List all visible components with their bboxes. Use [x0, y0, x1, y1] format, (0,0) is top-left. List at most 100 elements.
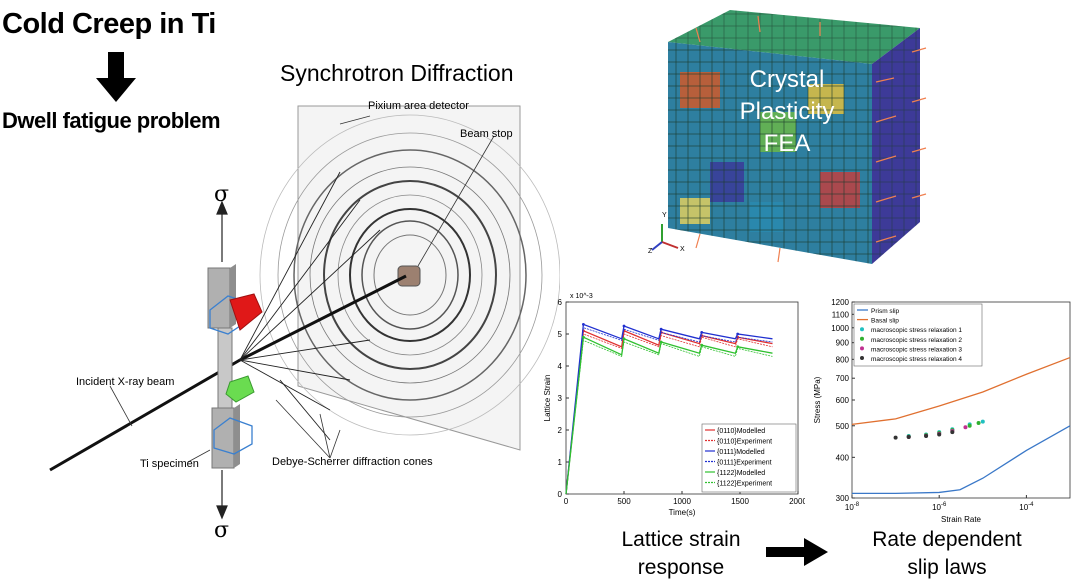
y-axis-label: Stress (MPa) — [813, 376, 822, 423]
legend-entry: Prism slip — [871, 308, 900, 315]
y-axis-label: Lattice Strain — [543, 375, 552, 422]
y-tick-label: 1 — [558, 458, 563, 467]
series-line-4 — [565, 327, 773, 495]
data-point — [736, 345, 740, 349]
exponent-label: x 10^-3 — [570, 293, 593, 300]
arrow-up-icon — [216, 200, 228, 215]
synchrotron-title: Synchrotron Diffraction — [280, 60, 514, 86]
y-tick-label: 300 — [836, 494, 850, 503]
y-tick-label: 600 — [836, 396, 850, 405]
data-point — [582, 323, 585, 326]
data-point — [622, 337, 626, 341]
y-tick-label: 3 — [558, 394, 563, 403]
leader-cone-2 — [319, 413, 331, 459]
legend-entry: macroscopic stress relaxation 4 — [871, 356, 962, 363]
x-tick-label: 10-8 — [845, 502, 860, 512]
data-point — [967, 423, 972, 428]
leader-specimen — [187, 449, 211, 463]
synchrotron-diagram — [49, 105, 560, 520]
x-tick-label: 10-4 — [1019, 502, 1034, 512]
fea-line-1: Crystal — [749, 66, 825, 93]
incident-beam — [49, 358, 241, 472]
series-line-1 — [852, 425, 1071, 495]
cones-label: Debye-Scherrer diffraction cones — [272, 456, 433, 468]
data-point — [622, 324, 626, 328]
y-tick-label: 900 — [836, 339, 850, 348]
axis-x-label: X — [680, 246, 685, 253]
crystal-bottom — [213, 417, 253, 455]
data-point — [659, 327, 663, 331]
x-axis-label: Strain Rate — [941, 515, 982, 524]
arrow-down-icon — [216, 505, 228, 520]
beam-stop — [397, 265, 421, 287]
legend-entry: {0111}Modelled — [717, 449, 765, 456]
ti-specimen — [207, 264, 240, 469]
fea-line-3: FEA — [763, 130, 811, 157]
y-tick-label: 1100 — [832, 310, 850, 319]
series-line-6 — [565, 339, 773, 495]
beam-label: Incident X-ray beam — [76, 376, 175, 388]
lattice-caption-line-2: response — [637, 556, 725, 579]
page-subtitle: Dwell fatigue problem — [2, 108, 221, 133]
lattice-caption-line-1: Lattice strain — [621, 528, 741, 551]
y-tick-label: 700 — [836, 374, 850, 383]
axis-y-label: Y — [662, 212, 667, 219]
fea-label: Crystal Plasticity FEA — [712, 64, 862, 160]
x-tick-label: 1000 — [673, 497, 691, 506]
leader-cone-1 — [275, 399, 331, 459]
data-point — [582, 335, 585, 339]
data-point — [893, 435, 898, 440]
legend-swatch — [860, 346, 864, 351]
legend-entry: macroscopic stress relaxation 2 — [871, 337, 962, 344]
rate-caption-line-2: slip laws — [907, 556, 987, 579]
specimen-label: Ti specimen — [140, 458, 199, 470]
data-point — [736, 332, 740, 336]
y-tick-label: 0 — [558, 490, 563, 499]
fea-cube — [651, 10, 927, 264]
y-tick-label: 800 — [836, 355, 850, 364]
data-point — [950, 430, 955, 435]
legend-box — [701, 423, 797, 493]
x-tick-label: 1500 — [731, 497, 749, 506]
data-point — [924, 434, 929, 439]
fea-line-2: Plasticity — [739, 98, 835, 125]
legend-entry: Basal slip — [871, 318, 899, 325]
data-point — [700, 331, 704, 334]
axis-z-label: Z — [648, 248, 653, 255]
detector-label: Pixium area detector — [368, 100, 469, 112]
y-tick-label: 5 — [558, 330, 563, 339]
down-arrow-icon — [96, 52, 136, 102]
data-point — [963, 425, 968, 430]
data-point — [659, 340, 663, 344]
legend-entry: {0111}Experiment — [717, 460, 772, 467]
lattice-caption: Lattice strain response — [596, 526, 766, 582]
legend-entry: macroscopic stress relaxation 1 — [871, 327, 962, 334]
rate-caption: Rate dependent slip laws — [852, 526, 1042, 582]
leader-detector — [339, 115, 371, 125]
legend-swatch — [860, 327, 864, 332]
x-tick-label: 500 — [617, 497, 631, 506]
legend-box — [853, 303, 983, 367]
legend-entry: {0110}Experiment — [717, 439, 772, 446]
y-tick-label: 6 — [558, 298, 563, 307]
legend-entry: {0110}Modelled — [717, 428, 765, 435]
y-tick-label: 1200 — [831, 298, 849, 307]
sigma-bottom: σ — [214, 518, 230, 543]
legend-entry: macroscopic stress relaxation 3 — [871, 346, 962, 353]
y-tick-label: 1000 — [831, 324, 849, 333]
legend-entry: {1122}Experiment — [717, 481, 772, 488]
green-grain — [225, 375, 255, 403]
leader-cone-3 — [329, 429, 341, 459]
page-title: Cold Creep in Ti — [2, 8, 216, 40]
x-tick-label: 2000 — [789, 497, 805, 506]
right-arrow-icon — [766, 538, 828, 566]
axis-triad-icon — [651, 224, 679, 251]
x-tick-label: 0 — [564, 497, 569, 506]
y-tick-label: 2 — [558, 426, 563, 435]
load-arrows — [695, 15, 927, 263]
y-tick-label: 500 — [836, 422, 850, 431]
diffraction-rings — [259, 114, 560, 436]
y-tick-label: 4 — [558, 362, 563, 371]
x-tick-label: 10-6 — [932, 502, 947, 512]
series-line-2 — [851, 356, 1071, 426]
